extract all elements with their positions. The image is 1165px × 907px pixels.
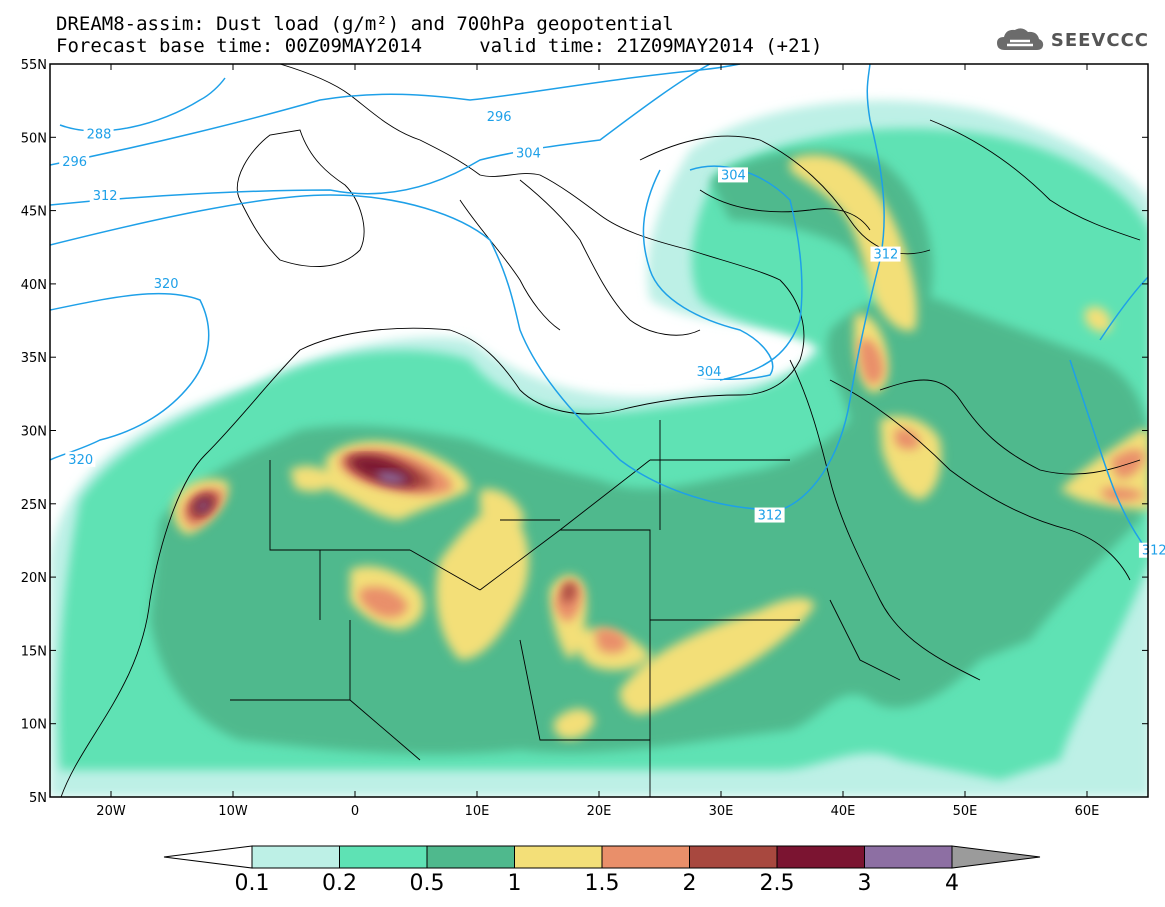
- legend-swatch: [251, 845, 340, 869]
- lat-tick-label: 25N: [21, 498, 47, 513]
- contour-label-bg: [513, 145, 544, 161]
- map-title-line-2: Forecast base time: 00Z09MAY2014 valid t…: [56, 35, 823, 57]
- dust-field: [50, 100, 1148, 797]
- contour-label-bg: [483, 108, 514, 124]
- contour-label: 320: [154, 277, 179, 292]
- contour-label-bg: [150, 275, 181, 291]
- contour-label: 304: [721, 168, 746, 183]
- lon-tick-label: 20E: [587, 804, 612, 819]
- lat-tick-label: 20N: [21, 571, 47, 586]
- legend-label: 0.2: [322, 871, 357, 896]
- contour-label: 304: [697, 365, 722, 380]
- cloud-logo-icon: [996, 28, 1044, 50]
- contour-label-bg: [83, 126, 114, 142]
- lat-tick-label: 40N: [21, 278, 47, 293]
- contour-label-bg: [718, 167, 748, 183]
- legend-swatch: [514, 845, 603, 869]
- legend-label: 0.1: [235, 871, 270, 896]
- contour-label-bg: [65, 451, 96, 467]
- legend-label: 1: [508, 871, 522, 896]
- seevccc-logo: SEEVCCC: [995, 26, 1149, 54]
- lat-tick-label: 55N: [21, 58, 47, 73]
- colorbar-legend: 0.1 0.2 0.5 1 1.5 2 2.5 3 4: [163, 845, 1041, 896]
- contour-label: 312: [758, 509, 783, 524]
- contour-label: 304: [516, 146, 541, 161]
- lat-tick-label: 45N: [21, 205, 47, 220]
- lon-tick-label: 10E: [465, 804, 490, 819]
- contour-label-bg: [754, 507, 785, 523]
- lat-tick-label: 30N: [21, 425, 47, 440]
- logo-text: SEEVCCC: [1050, 29, 1149, 51]
- contour-label: 312: [874, 248, 899, 263]
- legend-arrow-low: [163, 845, 253, 869]
- contour-label: 312: [1142, 544, 1165, 559]
- lon-tick-label: 30E: [709, 804, 734, 819]
- contour-label-bg: [89, 187, 120, 203]
- legend-label: 3: [858, 871, 872, 896]
- legend-swatch: [339, 845, 428, 869]
- lon-tick-label: 40E: [831, 804, 856, 819]
- contour-label-bg: [870, 246, 901, 262]
- legend-swatch: [426, 845, 515, 869]
- legend-label: 0.5: [410, 871, 445, 896]
- lon-tick-label: 50E: [953, 804, 978, 819]
- map-title-line-1: DREAM8-assim: Dust load (g/m²) and 700hP…: [56, 13, 674, 35]
- contour-label-bg: [693, 363, 724, 379]
- lon-tick-label: 60E: [1075, 804, 1100, 819]
- legend-label: 2: [683, 871, 697, 896]
- lat-tick-label: 10N: [21, 718, 47, 733]
- contour-label: 288: [87, 127, 112, 142]
- contour-label: 312: [93, 189, 118, 204]
- legend-label: 1.5: [585, 871, 620, 896]
- legend-label: 4: [945, 871, 959, 896]
- lon-tick-label: 0: [351, 804, 359, 819]
- axis-ticks: 20W 10W 0 10E 20E 30E 40E 50E 60E 55N 50N 45N 40N 35N…: [21, 58, 1148, 819]
- coastlines-borders: [60, 64, 1141, 797]
- lat-tick-label: 50N: [21, 131, 47, 146]
- contour-label: 320: [68, 453, 93, 468]
- legend-arrow-high: [951, 845, 1041, 869]
- contour-label-bg: [59, 154, 90, 170]
- legend-swatch: [689, 845, 778, 869]
- legend-swatch: [776, 845, 865, 869]
- legend-swatch: [601, 845, 690, 869]
- lat-tick-label: 35N: [21, 351, 47, 366]
- legend-label: 2.5: [760, 871, 795, 896]
- lat-tick-label: 5N: [29, 791, 47, 806]
- contour-label: 296: [62, 155, 87, 170]
- contour-label-bg: [1138, 542, 1165, 558]
- lon-tick-label: 10W: [218, 804, 248, 819]
- contour-label: 296: [487, 110, 512, 125]
- lon-tick-label: 20W: [96, 804, 126, 819]
- legend-swatch: [864, 845, 953, 869]
- lat-tick-label: 15N: [21, 644, 47, 659]
